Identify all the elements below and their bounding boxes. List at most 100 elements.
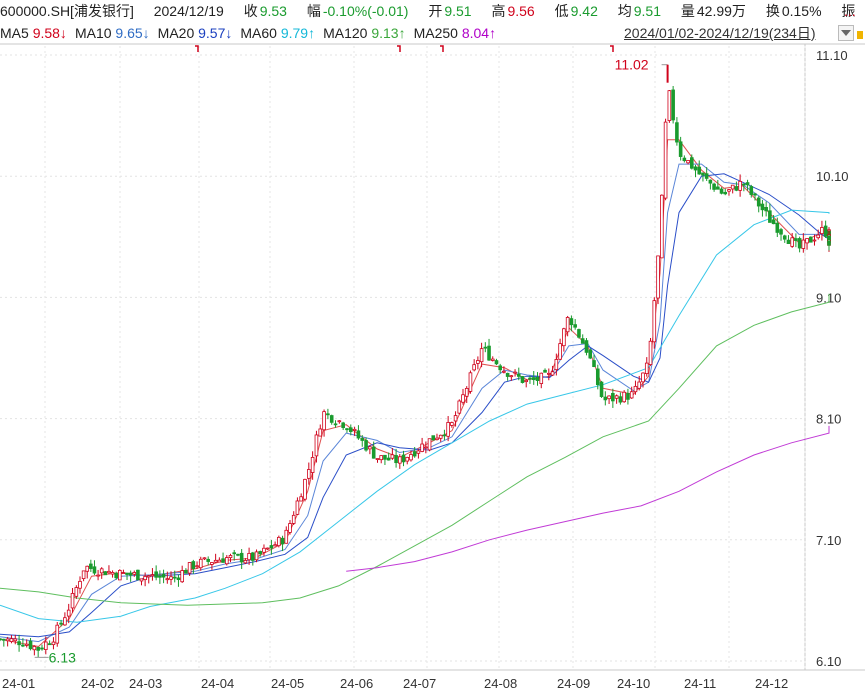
candle-body — [143, 576, 147, 581]
candle-body — [723, 191, 728, 195]
candle-body — [17, 641, 21, 646]
candle-body — [652, 300, 657, 343]
candle-body — [812, 239, 817, 242]
candle-body — [502, 370, 506, 373]
candle-body — [24, 643, 29, 646]
candle-body — [21, 644, 25, 647]
candle-body — [36, 646, 40, 651]
candle-body — [117, 570, 122, 581]
stock-symbol[interactable]: 600000.SH[浦发银行] — [0, 3, 134, 19]
candle-body — [509, 375, 514, 378]
candle-body — [531, 377, 536, 381]
ma-line-ma120 — [0, 293, 830, 606]
candle-body — [431, 435, 436, 441]
candle-body — [318, 428, 323, 437]
event-marker-icon — [610, 45, 614, 52]
candle-body — [329, 415, 334, 423]
candle-body — [412, 451, 417, 457]
candle-body — [446, 422, 450, 437]
ma-legend-item: MA60 9.79↑ — [240, 25, 315, 41]
candle-body — [524, 379, 529, 383]
max-annotation-label: 11.02 — [615, 57, 649, 73]
candle-body — [9, 638, 14, 642]
date-range-selector[interactable]: 2024/01/02-2024/12/19(234日) — [624, 25, 816, 41]
candle-body — [820, 227, 824, 234]
candle-body — [262, 547, 266, 553]
candle-body — [584, 340, 589, 353]
candle-body — [618, 396, 623, 403]
candle-body — [310, 456, 315, 473]
candle-body — [760, 203, 765, 211]
candle-body — [40, 647, 44, 650]
candle-body — [228, 555, 233, 559]
candle-body — [614, 395, 619, 399]
ma-name: MA250 — [413, 25, 462, 41]
candle-body — [180, 570, 184, 583]
x-tick-label: 24-03 — [129, 676, 162, 691]
ma-line-ma5 — [0, 139, 830, 648]
quote-date: 2024/12/19 — [153, 3, 224, 19]
ma-value: 9.65↓ — [115, 25, 150, 41]
range-dropdown-icon[interactable] — [838, 25, 854, 41]
candle-body — [265, 547, 270, 550]
candle-body — [379, 455, 384, 461]
candle-body — [738, 180, 742, 191]
change-value: -0.10%(-0.01) — [322, 3, 409, 19]
candle-body — [543, 369, 547, 373]
candle-body — [516, 373, 521, 377]
y-tick-label: 10.10 — [816, 169, 849, 184]
candle-body — [110, 572, 115, 575]
candle-body — [150, 574, 155, 577]
candle-body — [299, 496, 303, 502]
candle-body — [70, 593, 75, 609]
candle-body — [554, 359, 559, 371]
candle-body — [232, 552, 237, 555]
candle-body — [678, 141, 683, 157]
candle-body — [125, 572, 129, 575]
candle-body — [420, 443, 424, 452]
x-tick-label: 24-12 — [755, 676, 788, 691]
ma-legend-item: MA120 9.13↑ — [323, 25, 406, 41]
candle-body — [236, 553, 240, 556]
candle-body — [716, 186, 720, 190]
candle-body — [667, 90, 672, 121]
candle-body — [663, 121, 668, 199]
candle-body — [5, 638, 10, 642]
ma-value: 8.04↑ — [461, 25, 497, 41]
volume-value: 42.99万 — [696, 3, 746, 19]
candle-body — [476, 360, 480, 364]
candle-body — [580, 338, 585, 344]
candle-body — [438, 434, 443, 439]
candle-body — [730, 184, 735, 190]
turnover-value: 0.15% — [781, 3, 822, 19]
candle-body — [734, 186, 739, 191]
candle-body — [742, 183, 746, 186]
candle-body — [345, 428, 349, 431]
candle-body — [494, 360, 499, 365]
candle-body — [648, 340, 653, 365]
open-label: 开 — [428, 3, 443, 19]
candle-body — [427, 438, 432, 451]
more-button[interactable]: ... — [844, 3, 856, 19]
candle-body — [775, 222, 780, 233]
indicator-marker-icon — [857, 31, 863, 39]
candle-body — [626, 393, 630, 400]
candle-body — [66, 609, 71, 617]
candle-body — [55, 624, 60, 644]
candle-body — [641, 372, 645, 383]
candle-body — [99, 568, 104, 574]
candle-body — [251, 552, 255, 561]
candle-body — [277, 536, 281, 547]
candle-body — [51, 641, 56, 646]
y-tick-label: 8.10 — [816, 412, 841, 427]
candle-body — [629, 391, 634, 399]
x-tick-label: 24-02 — [81, 676, 114, 691]
min-annotation-label: 6.13 — [49, 649, 76, 665]
candle-body — [258, 551, 263, 555]
ma-name: MA5 — [0, 25, 33, 41]
candle-body — [409, 454, 413, 461]
candle-body — [562, 328, 566, 347]
candle-body — [644, 362, 649, 374]
candle-body — [121, 572, 126, 575]
